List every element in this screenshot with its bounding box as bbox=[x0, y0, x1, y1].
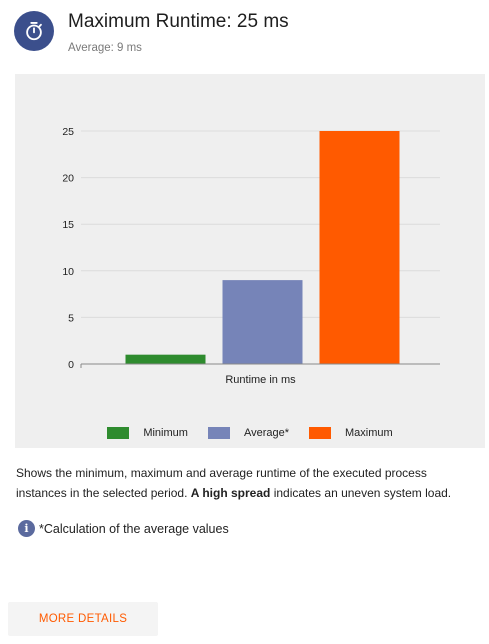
description-text-end: indicates an uneven system load. bbox=[270, 486, 452, 500]
bar-minimum bbox=[125, 354, 206, 364]
legend-swatch bbox=[207, 427, 230, 439]
y-tick-label: 15 bbox=[62, 219, 74, 231]
y-tick-label: 25 bbox=[62, 126, 74, 138]
chart-legend: Minimum Average* Maximum bbox=[15, 427, 485, 439]
legend-label: Minimum bbox=[143, 427, 188, 439]
header: Maximum Runtime: 25 ms Average: 9 ms bbox=[14, 11, 289, 54]
x-axis-label: Runtime in ms bbox=[225, 374, 296, 386]
y-tick-label: 10 bbox=[62, 266, 74, 278]
average-calculation-label[interactable]: *Calculation of the average values bbox=[39, 521, 229, 536]
bar-maximum bbox=[319, 131, 400, 364]
y-tick-label: 0 bbox=[68, 359, 74, 371]
legend-item[interactable]: Minimum bbox=[107, 427, 188, 439]
more-details-button[interactable]: MORE DETAILS bbox=[8, 602, 158, 636]
stopwatch-icon bbox=[14, 11, 54, 51]
bar-average bbox=[222, 280, 303, 364]
legend-item[interactable]: Maximum bbox=[309, 427, 393, 439]
page-title: Maximum Runtime: 25 ms bbox=[68, 11, 289, 32]
legend-label: Average* bbox=[243, 427, 289, 439]
description-emphasis: A high spread bbox=[190, 486, 271, 500]
info-icon[interactable]: i bbox=[18, 520, 35, 537]
legend-label: Maximum bbox=[345, 427, 393, 439]
legend-item[interactable]: Average* bbox=[207, 427, 289, 439]
y-tick-label: 20 bbox=[62, 173, 74, 185]
y-tick-label: 5 bbox=[68, 312, 74, 324]
runtime-chart: 0 5 10 15 20 25 Runtime in ms Minimum Average* M… bbox=[15, 74, 485, 448]
average-subtitle: Average: 9 ms bbox=[68, 42, 142, 54]
chart-description: Shows the minimum, maximum and average r… bbox=[16, 463, 476, 503]
legend-swatch bbox=[107, 427, 130, 439]
description-text: Shows the minimum, maximum and average r… bbox=[16, 466, 427, 500]
average-calculation-link[interactable]: i *Calculation of the average values bbox=[18, 520, 229, 537]
chart-plot: 0 5 10 15 20 25 Runtime in ms bbox=[62, 126, 440, 386]
legend-swatch bbox=[309, 427, 331, 439]
